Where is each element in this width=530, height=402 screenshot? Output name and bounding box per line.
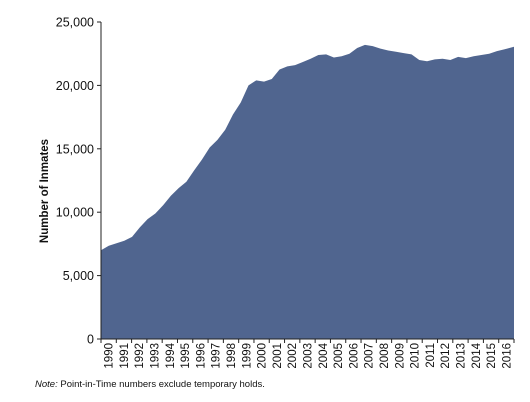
x-tick-label: 1997 xyxy=(211,343,223,369)
y-tick-label: 0 xyxy=(87,333,94,347)
y-axis-ticks: 0 5,000 10,000 15,000 20,000 25,000 xyxy=(56,16,101,347)
x-tick-label: 2014 xyxy=(471,342,483,368)
y-tick-label: 25,000 xyxy=(56,16,94,30)
x-tick-label: 1991 xyxy=(119,343,131,369)
x-tick-label: 2000 xyxy=(257,343,269,369)
x-tick-label: 1994 xyxy=(165,342,177,368)
x-tick-label: 2016 xyxy=(501,343,513,369)
x-tick-label: 2013 xyxy=(455,343,467,369)
x-tick-label: 2002 xyxy=(287,343,299,369)
x-tick-label: 2009 xyxy=(394,343,406,369)
x-tick-label: 2011 xyxy=(425,343,437,368)
x-tick-label: 2004 xyxy=(318,342,330,368)
x-tick-label: 2001 xyxy=(272,343,284,369)
x-tick-label: 1996 xyxy=(195,343,207,369)
x-tick-label: 2015 xyxy=(486,343,498,369)
x-tick-label: 1990 xyxy=(104,343,116,369)
x-tick-label: 1993 xyxy=(150,343,162,369)
x-tick-label: 2010 xyxy=(410,343,422,369)
x-tick-label: 1992 xyxy=(134,343,146,369)
y-tick-label: 15,000 xyxy=(56,142,94,156)
footnote-text: Point-in-Time numbers exclude temporary … xyxy=(57,379,265,390)
x-tick-label: 2007 xyxy=(364,343,376,369)
inmates-area-series xyxy=(101,44,514,339)
x-axis-ticks: 1990 1991 1992 1993 1994 1995 1996 1997 1998 1999… xyxy=(100,339,515,369)
x-tick-label: 2012 xyxy=(440,343,452,369)
x-tick-label: 2008 xyxy=(379,343,391,369)
x-tick-label: 1999 xyxy=(241,343,253,369)
y-axis-title: Number of Inmates xyxy=(39,139,51,243)
x-tick-label: 2003 xyxy=(303,343,315,369)
x-tick-label: 2005 xyxy=(333,343,345,369)
footnote-label: Note: xyxy=(35,379,58,390)
x-tick-label: 1998 xyxy=(226,343,238,369)
footnote: Note: Point-in-Time numbers exclude temp… xyxy=(35,379,265,390)
y-tick-label: 20,000 xyxy=(56,79,94,93)
y-tick-label: 10,000 xyxy=(56,206,94,220)
x-tick-label: 2006 xyxy=(348,343,360,369)
x-tick-label: 1995 xyxy=(180,343,192,369)
y-tick-label: 5,000 xyxy=(63,269,94,283)
